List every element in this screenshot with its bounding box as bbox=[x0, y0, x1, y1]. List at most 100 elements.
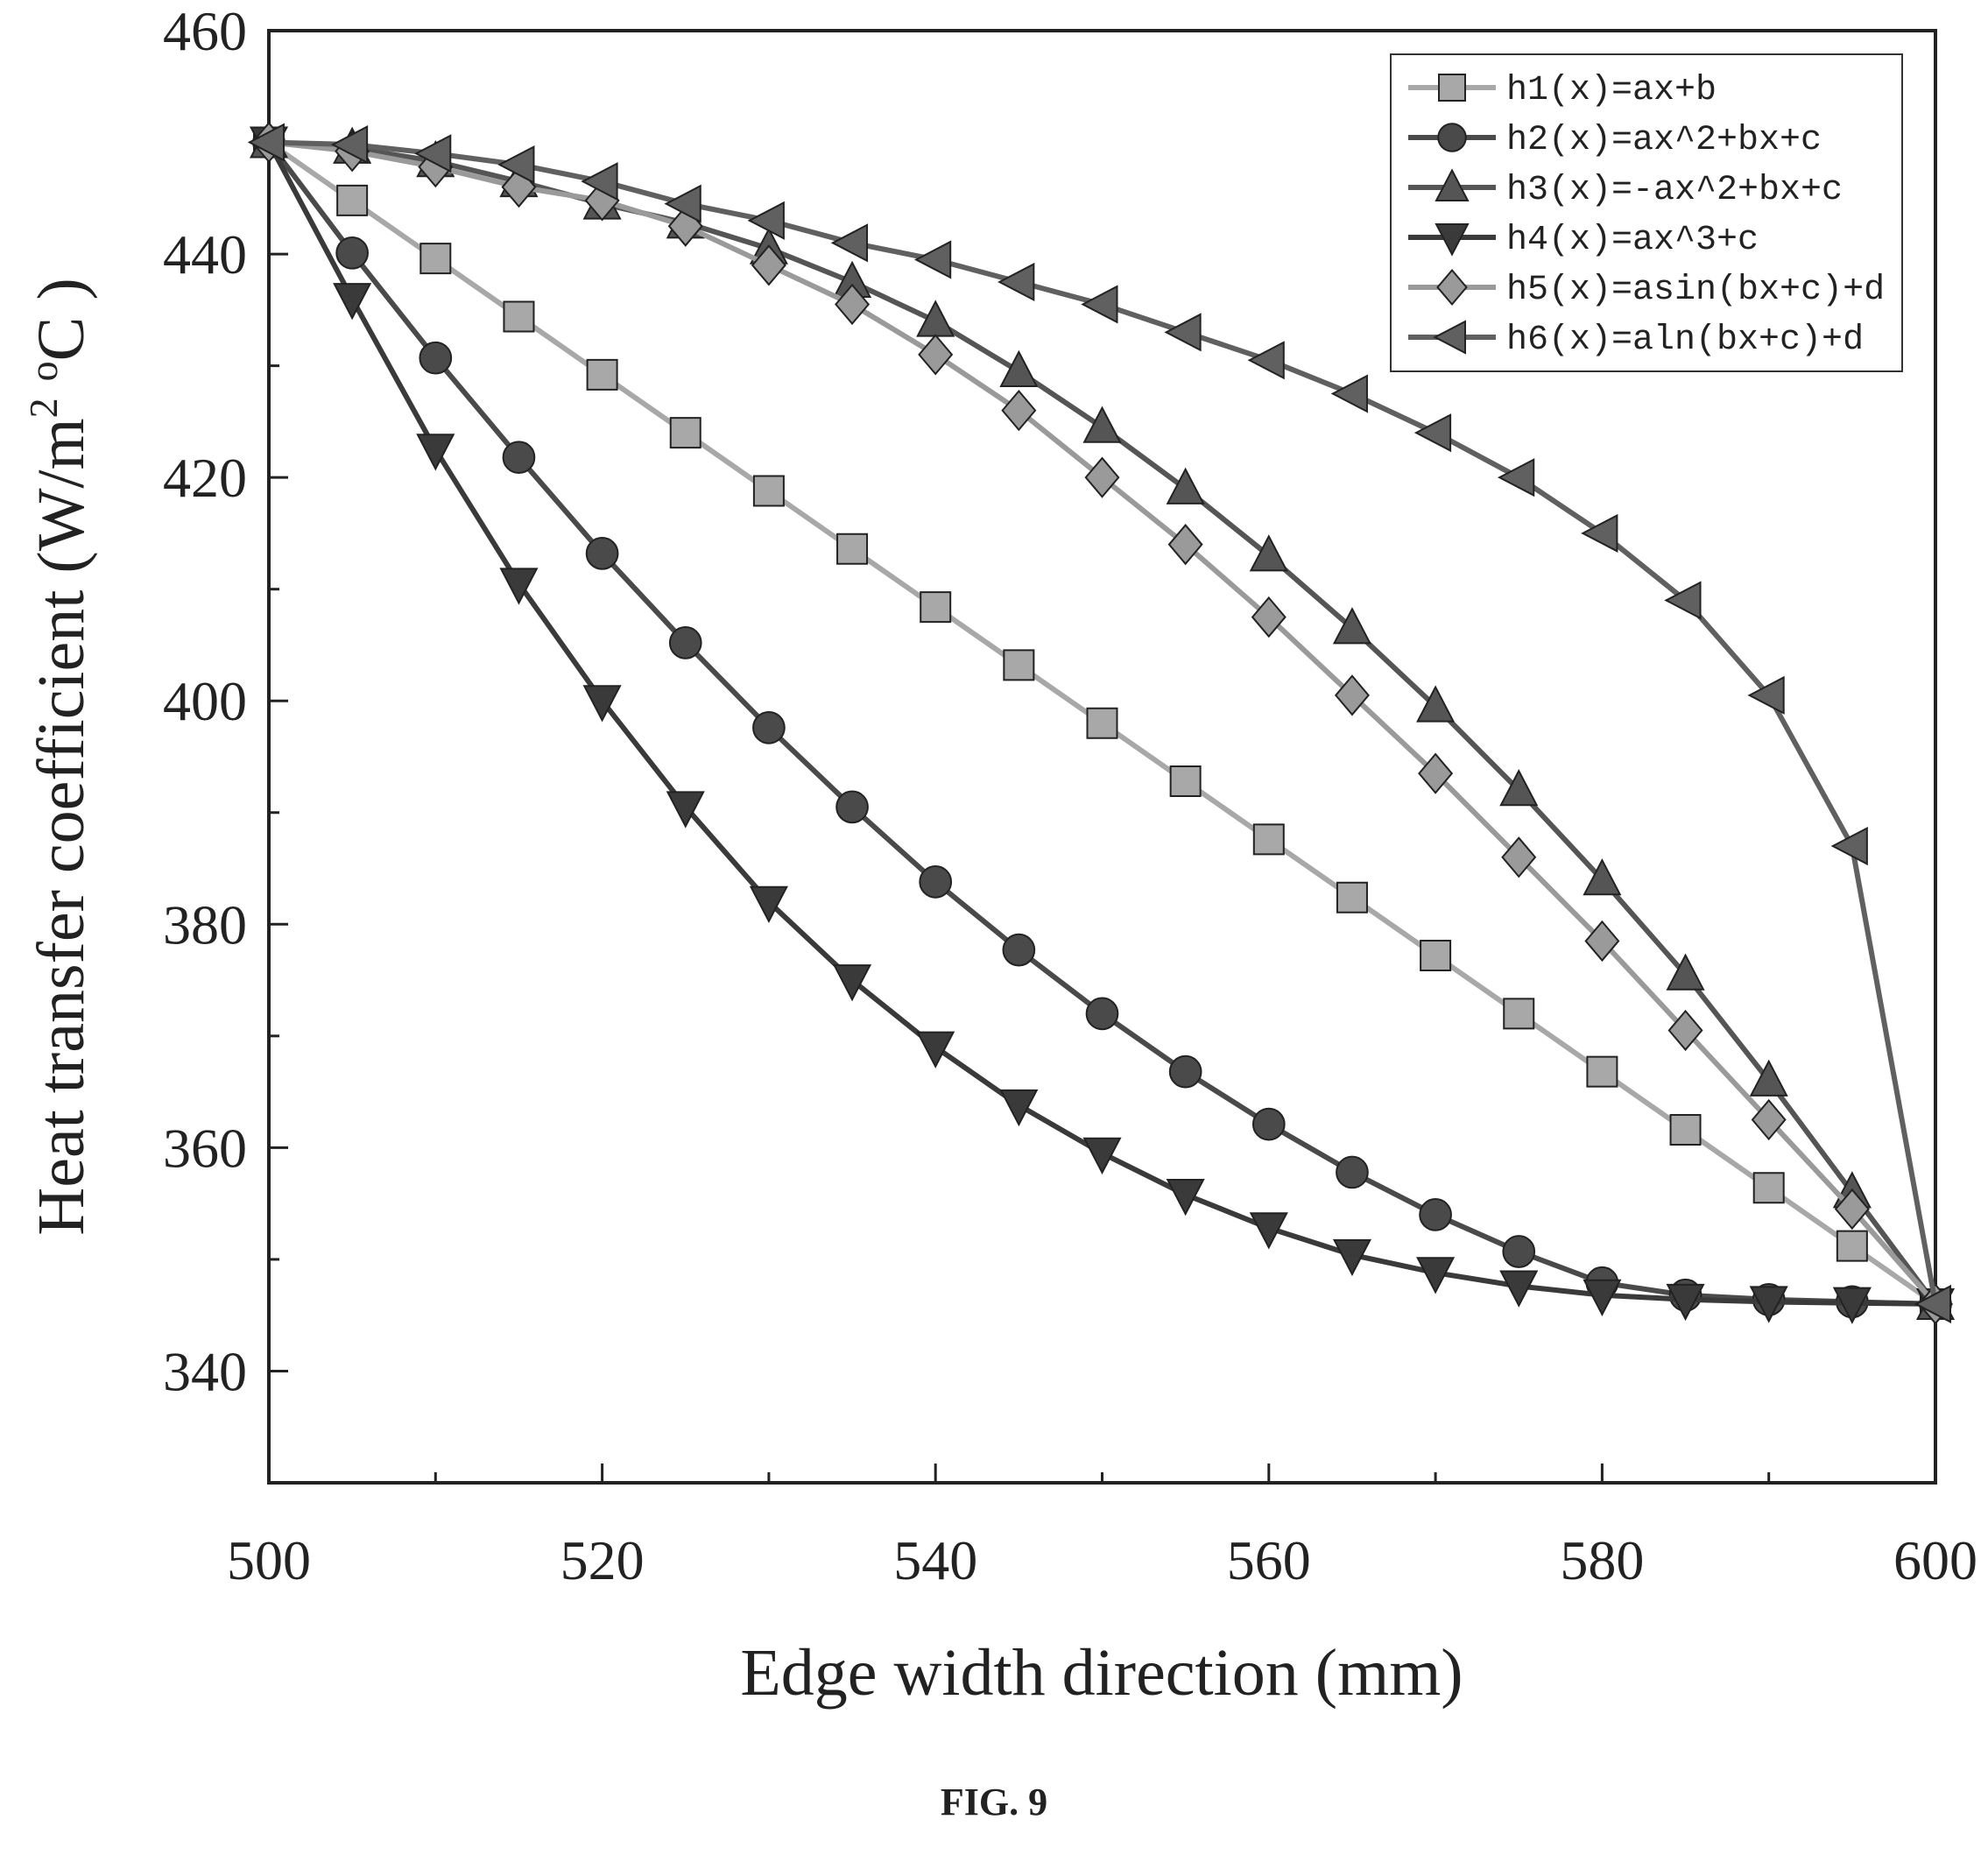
data-point bbox=[749, 885, 788, 924]
data-point bbox=[999, 1089, 1039, 1127]
data-point bbox=[1164, 313, 1202, 352]
data-point bbox=[666, 791, 705, 829]
y-tick-label: 460 bbox=[163, 0, 247, 62]
data-point bbox=[497, 145, 535, 185]
data-point bbox=[416, 434, 455, 471]
data-point bbox=[1586, 1055, 1618, 1088]
y-tick-label: 400 bbox=[163, 670, 247, 732]
data-point bbox=[752, 475, 785, 507]
legend-label: h1(x)=ax+b bbox=[1506, 71, 1717, 110]
data-point bbox=[1252, 823, 1285, 856]
legend-marker bbox=[1435, 168, 1470, 201]
data-point bbox=[1581, 513, 1618, 553]
data-point bbox=[502, 441, 536, 475]
figure-caption: FIG. 9 bbox=[941, 1781, 1047, 1823]
data-point bbox=[830, 223, 869, 263]
data-point bbox=[1086, 707, 1118, 739]
data-point bbox=[835, 283, 871, 326]
y-axis-title: Heat transfer coefficient (W/m2 oC ) bbox=[21, 278, 98, 1235]
data-point bbox=[1747, 675, 1785, 715]
data-point bbox=[1914, 1284, 1951, 1323]
data-point bbox=[1499, 1270, 1539, 1308]
data-point bbox=[1416, 685, 1456, 723]
data-point bbox=[336, 184, 369, 216]
data-point bbox=[335, 236, 369, 270]
data-point bbox=[1419, 1198, 1452, 1231]
y-axis: 340 360 380 400 420 440 460 bbox=[163, 0, 288, 1485]
data-point bbox=[1667, 1009, 1703, 1052]
data-point bbox=[1664, 581, 1702, 620]
data-point bbox=[1330, 374, 1368, 413]
data-point bbox=[1499, 769, 1539, 807]
legend: h1(x)=ax+b h2(x)=ax^2+bx+c h3(x)=-ax^2+bx+… bbox=[1390, 53, 1903, 372]
data-point bbox=[1497, 458, 1535, 497]
data-point bbox=[581, 162, 618, 201]
data-point bbox=[1003, 649, 1035, 681]
data-point bbox=[585, 537, 619, 570]
x-tick-label: 600 bbox=[1893, 1529, 1977, 1591]
data-point bbox=[1502, 1235, 1536, 1268]
data-point bbox=[1836, 1230, 1868, 1262]
data-point bbox=[330, 125, 369, 165]
data-point bbox=[1168, 1054, 1202, 1089]
data-point bbox=[835, 790, 869, 824]
data-point bbox=[1247, 341, 1285, 380]
data-point bbox=[1830, 826, 1868, 866]
data-point bbox=[1332, 1238, 1371, 1277]
data-point bbox=[1752, 1172, 1785, 1204]
series-6 bbox=[247, 123, 1951, 1323]
data-point bbox=[333, 283, 372, 321]
data-point bbox=[916, 300, 955, 337]
legend-marker bbox=[1438, 74, 1466, 102]
data-point bbox=[1503, 998, 1535, 1030]
legend-label: h5(x)=asin(bx+c)+d bbox=[1506, 271, 1885, 310]
data-point bbox=[1418, 752, 1454, 794]
data-point bbox=[1166, 1178, 1205, 1217]
series-layer bbox=[247, 121, 1956, 1326]
data-point bbox=[920, 591, 952, 624]
x-tick-label: 500 bbox=[227, 1529, 311, 1591]
data-point bbox=[836, 533, 869, 565]
data-point bbox=[913, 240, 952, 279]
legend-marker bbox=[1433, 320, 1466, 355]
series-5 bbox=[250, 121, 1954, 1325]
data-point bbox=[1084, 456, 1120, 498]
data-point bbox=[1583, 858, 1622, 896]
data-point bbox=[1002, 933, 1036, 967]
data-point bbox=[751, 244, 786, 286]
legend-label: h2(x)=ax^2+bx+c bbox=[1506, 121, 1822, 160]
data-point bbox=[247, 123, 285, 162]
data-point bbox=[1666, 953, 1705, 991]
data-point bbox=[1501, 836, 1537, 878]
data-point bbox=[1332, 607, 1371, 645]
data-point bbox=[1832, 1287, 1872, 1324]
data-point bbox=[1334, 674, 1370, 716]
data-point bbox=[414, 134, 452, 173]
data-point bbox=[664, 184, 701, 223]
data-point bbox=[918, 334, 954, 376]
x-tick-label: 560 bbox=[1227, 1529, 1311, 1591]
data-point bbox=[747, 201, 785, 240]
series-1 bbox=[253, 126, 1951, 1320]
x-tick-label: 540 bbox=[893, 1529, 977, 1591]
data-point bbox=[1751, 1098, 1787, 1141]
legend-marker bbox=[1436, 268, 1468, 307]
data-point bbox=[503, 300, 535, 333]
data-point bbox=[1584, 920, 1620, 963]
y-tick-label: 440 bbox=[163, 223, 247, 286]
data-point bbox=[919, 864, 953, 899]
data-point bbox=[1081, 285, 1118, 324]
data-point bbox=[1249, 1212, 1288, 1250]
data-point bbox=[999, 349, 1039, 387]
y-tick-label: 360 bbox=[163, 1117, 247, 1179]
data-point bbox=[669, 417, 701, 449]
legend-marker bbox=[1437, 123, 1467, 152]
legend-label: h4(x)=ax^3+c bbox=[1506, 221, 1759, 260]
data-point bbox=[998, 262, 1035, 302]
data-point bbox=[1336, 1155, 1369, 1189]
data-point bbox=[1249, 534, 1288, 572]
data-point bbox=[1085, 997, 1119, 1031]
data-point bbox=[1420, 940, 1452, 972]
data-point bbox=[499, 568, 539, 605]
